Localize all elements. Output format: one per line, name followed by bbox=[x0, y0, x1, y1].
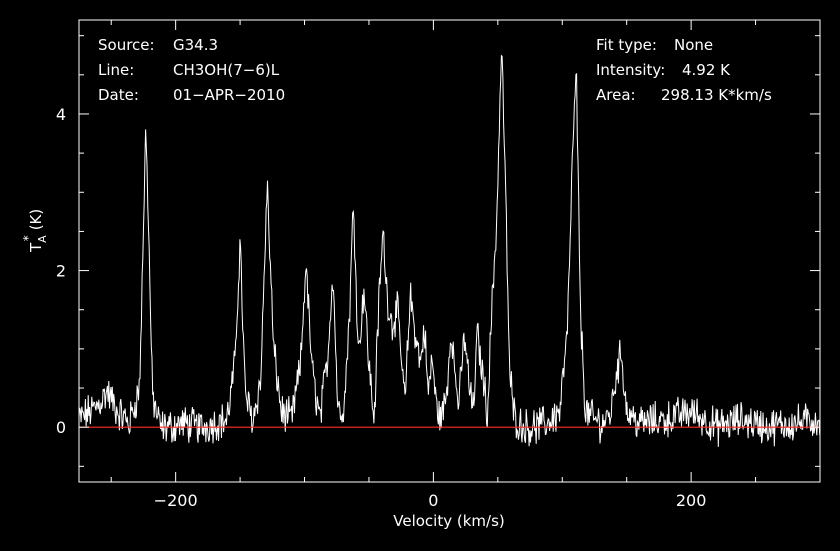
fit-type-value: None bbox=[674, 36, 713, 54]
y-tick-label: 0 bbox=[56, 418, 66, 437]
plot-layer bbox=[78, 54, 821, 447]
series-line bbox=[78, 54, 821, 447]
y-axis-title-unit: (K) bbox=[27, 209, 45, 231]
line-label: Line: bbox=[98, 61, 134, 79]
x-tick-label: 200 bbox=[676, 491, 707, 510]
y-axis-title: TA* (K) bbox=[21, 209, 49, 253]
y-axis-title-sub: A bbox=[36, 235, 49, 243]
axis-ticks: −200 0 200 0 2 4 bbox=[56, 20, 821, 510]
date-value: 01−APR−2010 bbox=[173, 86, 285, 104]
plot-frame bbox=[78, 19, 821, 483]
area-value: 298.13 K*km/s bbox=[661, 86, 772, 104]
y-axis-title-t: T bbox=[27, 242, 45, 253]
date-label: Date: bbox=[98, 86, 139, 104]
fit-type-label: Fit type: bbox=[596, 36, 657, 54]
y-tick-label: 4 bbox=[56, 105, 66, 124]
intensity-label: Intensity: bbox=[596, 61, 665, 79]
y-axis-title-base: TA* (K) bbox=[21, 209, 49, 253]
y-axis-title-sup: * bbox=[21, 235, 35, 241]
x-tick-label: 0 bbox=[428, 491, 438, 510]
intensity-value: 4.92 K bbox=[682, 61, 731, 79]
x-axis-title: Velocity (km/s) bbox=[393, 512, 504, 530]
area-label: Area: bbox=[596, 86, 636, 104]
y-tick-label: 2 bbox=[56, 262, 66, 281]
x-tick-label: −200 bbox=[154, 491, 198, 510]
line-value: CH3OH(7−6)L bbox=[173, 61, 280, 79]
source-value: G34.3 bbox=[173, 36, 218, 54]
source-label: Source: bbox=[98, 36, 155, 54]
